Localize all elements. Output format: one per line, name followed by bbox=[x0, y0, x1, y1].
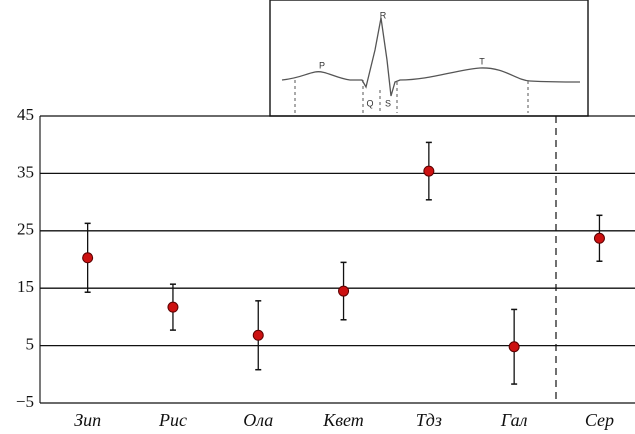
ecg-trace bbox=[281, 17, 581, 97]
x-tick-label: Зип bbox=[74, 410, 101, 430]
marker bbox=[423, 165, 435, 177]
y-tick-label: 5 bbox=[26, 335, 35, 354]
ecg-label: T bbox=[479, 56, 485, 66]
y-tick-label: 35 bbox=[17, 162, 34, 181]
marker bbox=[593, 232, 605, 244]
y-tick-label: 15 bbox=[17, 277, 34, 296]
y-tick-label: 25 bbox=[17, 220, 34, 239]
x-tick-label: Рис bbox=[158, 410, 187, 430]
marker bbox=[338, 285, 350, 297]
x-tick-label: Ола bbox=[243, 410, 273, 430]
ecg-label: Q bbox=[366, 98, 373, 108]
x-tick-label: Сер bbox=[585, 410, 614, 430]
ecg-label: S bbox=[385, 98, 391, 108]
ecg-markers bbox=[294, 80, 529, 113]
ecg-label: R bbox=[380, 10, 387, 20]
y-tick-label: −5 bbox=[16, 392, 34, 411]
y-tick-label: 45 bbox=[17, 105, 34, 124]
marker bbox=[252, 329, 264, 341]
x-tick-label: Квет bbox=[322, 410, 364, 430]
x-tick-label: Гал bbox=[500, 410, 528, 430]
marker bbox=[167, 301, 179, 313]
inset-frame bbox=[269, 0, 589, 117]
marker bbox=[82, 252, 94, 264]
x-tick-label: Тдз bbox=[416, 410, 442, 430]
marker bbox=[508, 341, 520, 353]
ecg-inset: P R Q S T bbox=[269, 0, 589, 117]
ecg-label: P bbox=[319, 60, 325, 70]
